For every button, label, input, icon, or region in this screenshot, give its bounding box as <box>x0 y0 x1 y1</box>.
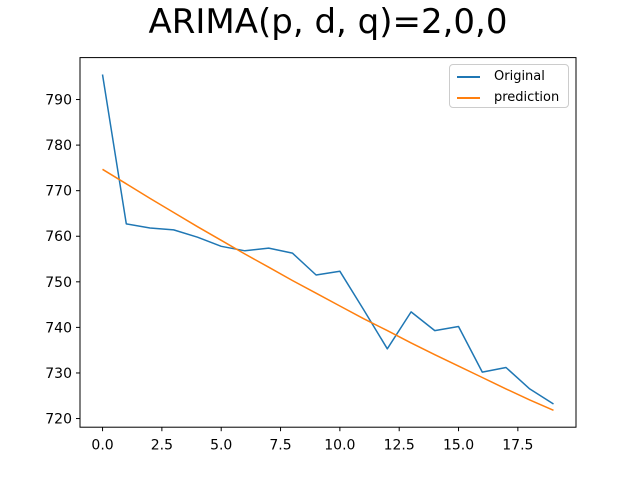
x-tick-label: 7.5 <box>269 438 291 454</box>
series-line-prediction <box>102 168 554 411</box>
legend-item-original: Original <box>457 66 568 87</box>
x-tick-label: 5.0 <box>210 438 232 454</box>
legend-item-prediction: prediction <box>457 87 568 108</box>
x-tick-label: 0.0 <box>91 438 113 454</box>
x-tick-label: 2.5 <box>151 438 173 454</box>
legend: Original prediction <box>449 64 569 108</box>
y-tick-label: 780 <box>45 138 72 154</box>
x-tick-label: 10.0 <box>324 438 355 454</box>
y-tick-label: 760 <box>45 229 72 245</box>
axis-tick-labels: 0.0 2.5 5.0 7.5 10.0 12.5 15.0 17.5 720 730 740 750… <box>45 93 533 454</box>
y-tick-label: 750 <box>45 275 72 291</box>
x-tick-label: 17.5 <box>502 438 533 454</box>
legend-line-sample-original <box>457 75 480 78</box>
legend-label-original: Original <box>494 69 545 84</box>
series-lines <box>101 74 554 411</box>
y-tick-label: 740 <box>45 320 72 336</box>
x-tick-label: 12.5 <box>384 438 415 454</box>
chart-title: ARIMA(p, d, q)=2,0,0 <box>148 2 508 42</box>
axes-frame <box>79 57 577 428</box>
x-tick-label: 15.0 <box>443 438 474 454</box>
y-tick-label: 720 <box>45 412 72 428</box>
legend-label-prediction: prediction <box>494 90 560 105</box>
y-tick-label: 770 <box>45 184 72 200</box>
y-tick-label: 730 <box>45 366 72 382</box>
series-line-original <box>101 74 554 405</box>
axis-tick-marks <box>76 99 519 432</box>
y-tick-label: 790 <box>45 93 72 109</box>
legend-line-sample-prediction <box>457 96 480 99</box>
